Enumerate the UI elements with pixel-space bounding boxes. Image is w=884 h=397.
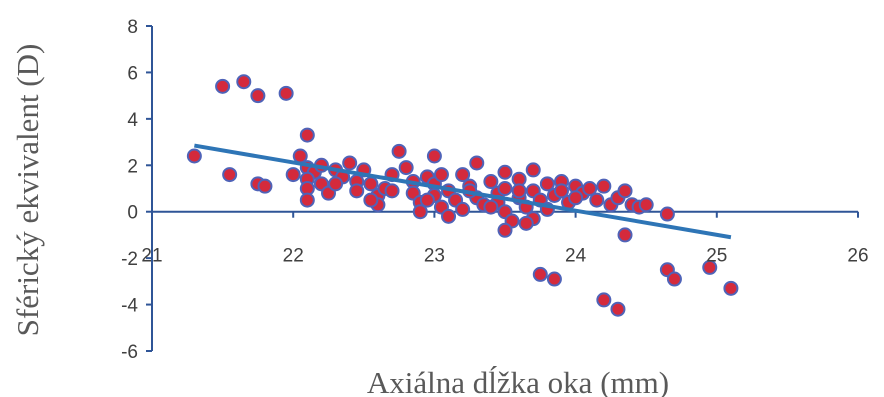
data-point [250, 88, 266, 104]
data-point [483, 199, 499, 215]
y-tick-label: 8 [127, 17, 138, 38]
data-point [596, 178, 612, 194]
y-tick-label: -2 [121, 249, 138, 270]
data-point [455, 201, 471, 217]
data-point [532, 266, 548, 282]
x-tick-label: 22 [283, 246, 304, 267]
data-point [257, 178, 273, 194]
data-point [215, 78, 231, 94]
data-point [511, 183, 527, 199]
x-tick-label: 21 [141, 246, 162, 267]
data-point [539, 176, 555, 192]
data-point [299, 192, 315, 208]
y-tick-label: 6 [127, 63, 138, 84]
data-point [391, 143, 407, 159]
data-point [433, 167, 449, 183]
data-point [285, 167, 301, 183]
data-point [426, 148, 442, 164]
data-point [398, 160, 414, 176]
tick-labels: 8 6 4 2 0 -2 -4 -6 21 22 23 24 25 26 [121, 17, 868, 363]
data-point [483, 174, 499, 190]
data-point [186, 148, 202, 164]
data-point [589, 192, 605, 208]
data-point [469, 155, 485, 171]
data-point [666, 271, 682, 287]
y-tick-label: -6 [121, 342, 138, 363]
x-tick-label: 25 [706, 246, 727, 267]
data-point [553, 183, 569, 199]
data-point [702, 259, 718, 275]
x-axis-title: Axiálna dĺžka oka (mm) [367, 365, 669, 397]
data-point [518, 215, 534, 231]
data-point [568, 190, 584, 206]
data-points [186, 74, 739, 317]
data-point [278, 85, 294, 101]
data-point [412, 204, 428, 220]
data-point [328, 176, 344, 192]
data-point [236, 74, 252, 90]
data-point [617, 183, 633, 199]
x-tick-label: 24 [565, 246, 587, 267]
x-tick-label: 26 [847, 246, 868, 267]
data-point [659, 206, 675, 222]
y-tick-label: 0 [127, 203, 138, 224]
data-point [222, 167, 238, 183]
y-tick-label: 2 [127, 156, 138, 177]
data-point [455, 167, 471, 183]
x-tick-label: 23 [424, 246, 445, 267]
data-point [497, 222, 513, 238]
data-point [638, 197, 654, 213]
data-point [546, 271, 562, 287]
data-point [497, 164, 513, 180]
trendline-layer [194, 143, 732, 240]
data-point [419, 192, 435, 208]
data-point [441, 208, 457, 224]
data-point [525, 162, 541, 178]
data-point [617, 227, 633, 243]
data-point [723, 280, 739, 296]
y-axis-title: Sférický ekvivalent (D) [10, 44, 45, 337]
data-point [497, 181, 513, 196]
data-point [596, 292, 612, 308]
data-point [342, 155, 358, 171]
data-point [582, 181, 598, 196]
data-point [363, 192, 379, 208]
trendline [194, 143, 732, 240]
data-point [349, 183, 365, 199]
data-point [610, 301, 626, 317]
data-point [299, 127, 315, 143]
y-tick-label: 4 [127, 110, 138, 131]
data-point [384, 183, 400, 199]
y-tick-label: -4 [121, 296, 138, 317]
